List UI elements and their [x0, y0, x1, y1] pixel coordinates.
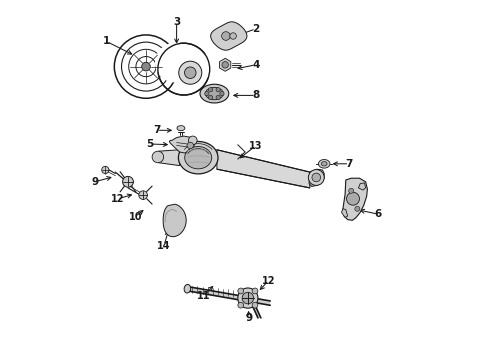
- Circle shape: [222, 62, 228, 68]
- Ellipse shape: [318, 159, 330, 168]
- Circle shape: [252, 288, 258, 294]
- Text: 2: 2: [252, 24, 259, 34]
- Circle shape: [187, 142, 194, 149]
- Polygon shape: [343, 178, 368, 220]
- Text: 12: 12: [110, 194, 124, 204]
- Circle shape: [189, 136, 197, 145]
- Circle shape: [238, 288, 244, 294]
- Polygon shape: [170, 136, 195, 153]
- Polygon shape: [163, 204, 186, 237]
- Circle shape: [308, 170, 324, 185]
- Text: 4: 4: [252, 60, 260, 70]
- Text: 13: 13: [249, 141, 263, 151]
- Circle shape: [142, 62, 150, 71]
- Ellipse shape: [184, 284, 191, 293]
- Circle shape: [355, 206, 360, 211]
- Polygon shape: [217, 150, 310, 188]
- Ellipse shape: [177, 126, 185, 131]
- Text: 8: 8: [252, 90, 259, 100]
- Ellipse shape: [321, 162, 327, 166]
- Polygon shape: [211, 22, 247, 50]
- Ellipse shape: [205, 87, 223, 100]
- Circle shape: [102, 166, 109, 174]
- Circle shape: [216, 95, 220, 100]
- Text: 9: 9: [245, 312, 252, 323]
- Circle shape: [220, 91, 224, 96]
- Circle shape: [230, 33, 236, 39]
- Text: 9: 9: [91, 177, 98, 187]
- Text: 7: 7: [153, 125, 161, 135]
- Text: 6: 6: [374, 209, 382, 219]
- Polygon shape: [187, 287, 270, 305]
- Ellipse shape: [178, 141, 218, 174]
- Circle shape: [242, 292, 254, 304]
- Circle shape: [346, 192, 360, 205]
- Text: 7: 7: [346, 159, 353, 169]
- Circle shape: [185, 67, 196, 78]
- Circle shape: [155, 43, 195, 82]
- Circle shape: [122, 176, 133, 187]
- Ellipse shape: [200, 84, 229, 103]
- Text: 11: 11: [197, 291, 210, 301]
- Circle shape: [208, 95, 213, 100]
- Circle shape: [216, 87, 220, 92]
- Circle shape: [139, 191, 147, 199]
- Polygon shape: [342, 209, 347, 217]
- Text: 14: 14: [157, 240, 171, 251]
- Text: 1: 1: [103, 36, 110, 46]
- Circle shape: [238, 288, 258, 308]
- Circle shape: [238, 302, 244, 308]
- Circle shape: [208, 87, 213, 92]
- Circle shape: [312, 173, 320, 182]
- Polygon shape: [358, 183, 366, 190]
- Text: 12: 12: [262, 276, 275, 286]
- Circle shape: [179, 61, 202, 84]
- Text: 5: 5: [146, 139, 153, 149]
- Text: 3: 3: [173, 17, 180, 27]
- Polygon shape: [159, 150, 179, 166]
- Circle shape: [205, 91, 209, 96]
- Ellipse shape: [185, 147, 212, 169]
- Polygon shape: [309, 169, 324, 186]
- Polygon shape: [252, 305, 261, 318]
- Text: 10: 10: [128, 212, 142, 222]
- Circle shape: [152, 151, 164, 163]
- Circle shape: [221, 32, 230, 40]
- Polygon shape: [220, 58, 231, 71]
- Circle shape: [252, 302, 258, 308]
- Circle shape: [349, 188, 354, 193]
